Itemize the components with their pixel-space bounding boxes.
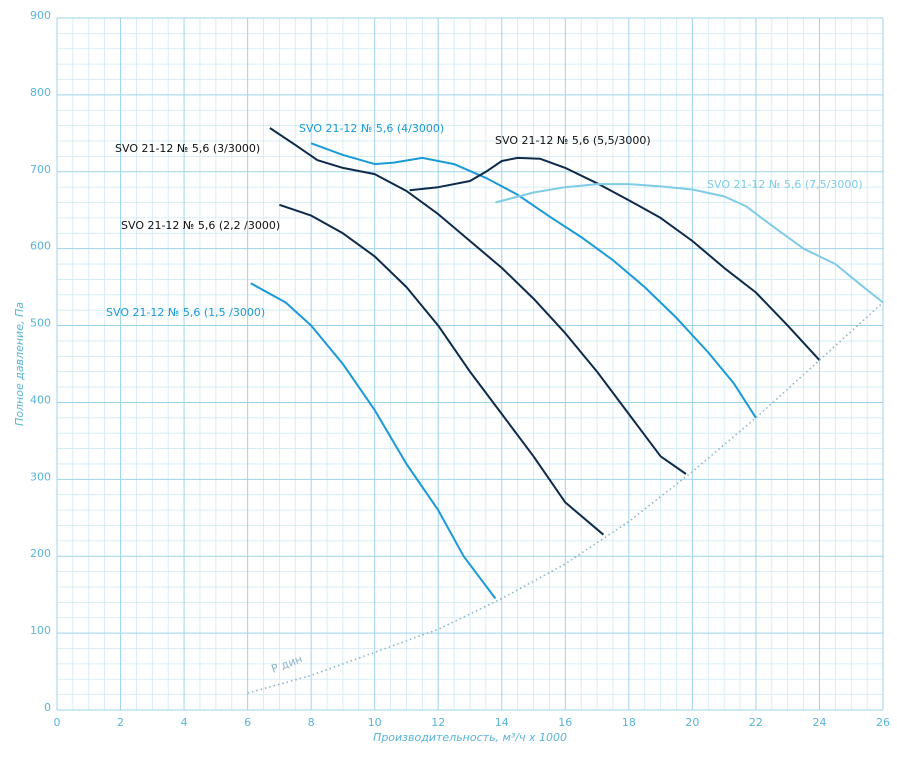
x-tick-label: 6 (244, 716, 251, 729)
series-label: Р дин (270, 652, 305, 675)
series-label: SVO 21-12 № 5,6 (5,5/3000) (495, 134, 651, 147)
x-tick-label: 22 (749, 716, 763, 729)
y-tick-label: 800 (30, 86, 51, 99)
x-axis-title: Производительность, м³/ч x 1000 (373, 731, 567, 744)
series-line (247, 301, 884, 694)
series-label: SVO 21-12 № 5,6 (4/3000) (299, 122, 444, 135)
series-line (279, 203, 605, 536)
series-label: SVO 21-12 № 5,6 (7,5/3000) (707, 178, 863, 191)
series-line (269, 127, 687, 475)
series-label: SVO 21-12 № 5,6 (2,2 /3000) (121, 219, 280, 232)
x-tick-label: 24 (812, 716, 826, 729)
x-tick-label: 12 (431, 716, 445, 729)
y-tick-label: 100 (30, 624, 51, 637)
y-tick-label: 400 (30, 393, 51, 406)
y-tick-label: 900 (30, 9, 51, 22)
y-axis-title: Полное давление, Па (13, 302, 26, 426)
x-tick-label: 14 (495, 716, 509, 729)
x-tick-label: 4 (181, 716, 188, 729)
x-tick-label: 20 (685, 716, 699, 729)
y-tick-label: 300 (30, 470, 51, 483)
y-tick-label: 200 (30, 547, 51, 560)
x-tick-label: 26 (876, 716, 890, 729)
series-label: SVO 21-12 № 5,6 (3/3000) (115, 142, 260, 155)
x-tick-label: 0 (54, 716, 61, 729)
x-tick-label: 16 (558, 716, 572, 729)
y-tick-label: 0 (44, 701, 51, 714)
series-line (250, 282, 497, 600)
series-line (409, 156, 821, 361)
x-tick-label: 8 (308, 716, 315, 729)
x-tick-label: 2 (117, 716, 124, 729)
y-tick-label: 600 (30, 240, 51, 253)
series-label: SVO 21-12 № 5,6 (1,5 /3000) (106, 306, 265, 319)
x-tick-label: 18 (622, 716, 636, 729)
x-tick-label: 10 (368, 716, 382, 729)
y-tick-label: 500 (30, 317, 51, 330)
y-tick-label: 700 (30, 163, 51, 176)
series-line (310, 142, 757, 419)
series-line (495, 183, 884, 304)
